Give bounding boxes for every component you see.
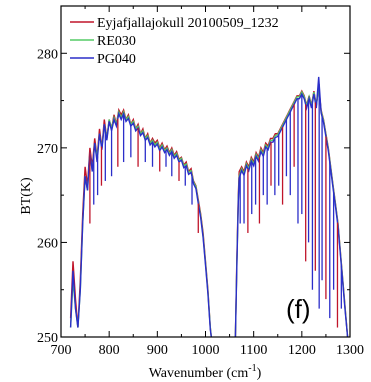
x-tick-label: 800 <box>99 343 120 358</box>
x-tick-label: 900 <box>147 343 168 358</box>
series-line-1 <box>69 107 212 337</box>
y-tick-label: 280 <box>37 47 58 62</box>
x-tick-label: 1300 <box>336 343 364 358</box>
y-tick-label: 270 <box>37 142 58 157</box>
x-tick-label: 1200 <box>288 343 316 358</box>
ticks-layer: 700 800 900 1000 1100 1200 1300 250 260 270 280 <box>37 6 364 358</box>
y-axis-title: BT(K) <box>19 177 34 215</box>
x-tick-label: 1100 <box>240 343 267 358</box>
y-tick-label: 250 <box>37 331 58 346</box>
panel-label: (f) <box>286 294 311 324</box>
legend: Eyjafjallajokull 20100509_1232 RE030 PG040 <box>70 16 279 67</box>
legend-label-2: RE030 <box>97 34 136 49</box>
legend-label-3: PG040 <box>97 52 136 67</box>
series-layer <box>69 76 349 337</box>
legend-label-1: Eyjafjallajokull 20100509_1232 <box>97 16 279 31</box>
y-tick-label: 260 <box>37 236 58 251</box>
series-line-2 <box>69 109 212 337</box>
x-axis-title-superscript: -1 <box>248 363 256 374</box>
x-tick-label: 1000 <box>192 343 220 358</box>
series-line-3 <box>69 111 212 337</box>
x-tick-label: 700 <box>51 343 72 358</box>
x-axis-title-close: ) <box>257 366 262 381</box>
x-axis-title: Wavenumber (cm-1) <box>149 363 262 381</box>
x-axis-title-main: Wavenumber (cm <box>149 366 249 381</box>
